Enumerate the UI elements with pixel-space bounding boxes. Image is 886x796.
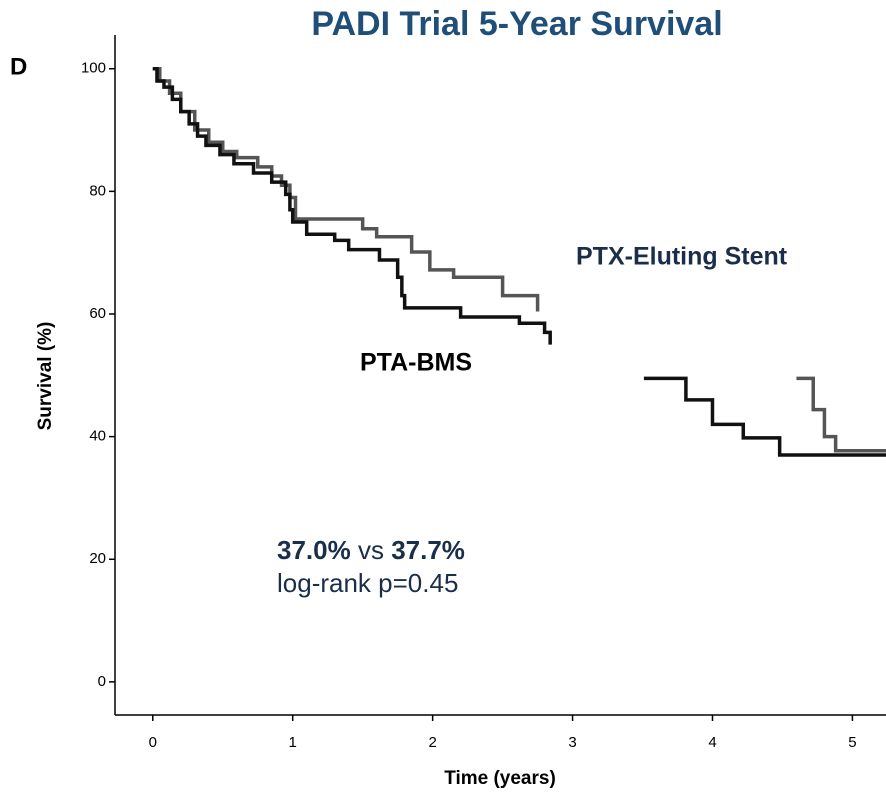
annotation: 37.0% vs 37.7% bbox=[277, 535, 465, 565]
x-tick-label: 1 bbox=[289, 734, 297, 751]
y-tick-label: 60 bbox=[89, 305, 106, 322]
survival-curve bbox=[152, 66, 886, 457]
rate-b: 37.7% bbox=[391, 535, 465, 565]
chart-title: PADI Trial 5-Year Survival bbox=[311, 5, 722, 43]
annotation: log-rank p=0.45 bbox=[277, 568, 458, 598]
y-tick-label: 40 bbox=[89, 428, 106, 445]
x-tick-label: 3 bbox=[568, 734, 576, 751]
y-tick-label: 0 bbox=[98, 673, 106, 690]
series-label: PTA-BMS bbox=[360, 349, 472, 377]
vs: vs bbox=[358, 535, 384, 565]
series-label: PTX-Eluting Stent bbox=[576, 243, 788, 271]
x-axis-label: Time (years) bbox=[444, 768, 556, 789]
y-tick-label: 20 bbox=[89, 550, 106, 567]
x-tick-label: 4 bbox=[708, 734, 716, 751]
panel-label: D bbox=[10, 53, 27, 80]
y-axis-label: Survival (%) bbox=[35, 322, 56, 431]
x-tick-label: 2 bbox=[428, 734, 436, 751]
x-tick-label: 0 bbox=[149, 734, 157, 751]
y-tick-label: 80 bbox=[89, 182, 106, 199]
y-tick-label: 100 bbox=[81, 60, 106, 77]
rate-a: 37.0% bbox=[277, 535, 351, 565]
x-tick-label: 5 bbox=[848, 734, 856, 751]
